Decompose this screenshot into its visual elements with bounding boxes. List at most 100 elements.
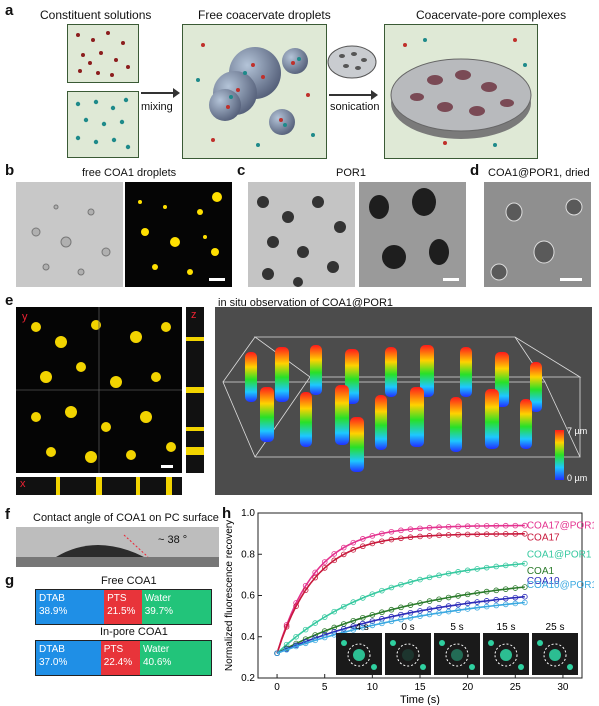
- series-point: [360, 536, 366, 542]
- frap-neighbor: [488, 640, 494, 646]
- por1-optical-image: [248, 182, 355, 287]
- series-point: [512, 531, 519, 537]
- series-point: [388, 584, 395, 591]
- frap-frame-time: 25 s: [546, 622, 565, 633]
- y-tick-label: 0.6: [241, 591, 255, 602]
- colorbar-top-label: 7 µm: [567, 426, 588, 436]
- series-point: [369, 533, 376, 539]
- porous-membrane-icon: [327, 45, 377, 79]
- frap-frame-time: 5 s: [450, 622, 463, 633]
- series-point: [522, 599, 528, 606]
- series-point: [331, 551, 338, 557]
- frap-neighbor: [518, 664, 524, 670]
- depth-colorbar: [555, 430, 564, 480]
- segment-name: DTAB: [39, 644, 65, 655]
- segment-value: 39.7%: [144, 606, 174, 617]
- series-point: [426, 606, 433, 613]
- series-point: [360, 620, 366, 627]
- frap-neighbor: [567, 664, 573, 670]
- series-point: [340, 603, 347, 610]
- series-point: [369, 622, 376, 629]
- series-point: [417, 600, 423, 606]
- series-point: [464, 591, 471, 598]
- sonication-arrow: [329, 90, 378, 100]
- series-point: [502, 601, 509, 608]
- series-point: [464, 531, 471, 538]
- brightfield-image: [16, 182, 123, 287]
- series-point: [474, 590, 480, 596]
- x-tick-label: 20: [462, 682, 474, 693]
- series-point: [493, 563, 500, 570]
- series-point: [474, 523, 480, 529]
- title-por1: POR1: [336, 167, 366, 179]
- series-point: [274, 650, 280, 657]
- series-point: [312, 574, 318, 581]
- series-point: [464, 606, 471, 612]
- series-point: [426, 598, 433, 604]
- frap-neighbor: [390, 640, 396, 646]
- series-point: [379, 538, 385, 545]
- complexes-box: [384, 24, 538, 159]
- segment-value: 22.4%: [103, 657, 133, 668]
- y-tick-label: 1.0: [241, 508, 255, 519]
- yellow-droplets: [138, 192, 225, 281]
- series-point: [350, 547, 357, 553]
- series-point: [455, 601, 461, 608]
- contact-angle-image: ~ 38 °: [16, 527, 219, 567]
- panel-letter-b: b: [5, 162, 15, 179]
- x-tick-label: 5: [322, 682, 328, 693]
- frap-neighbor: [371, 664, 377, 670]
- series-point: [398, 527, 404, 534]
- series-point: [321, 614, 328, 620]
- composition-bar-inpore: DTAB 37.0% PTS 22.4% Water 40.6%: [35, 640, 212, 676]
- series-point: [398, 535, 404, 542]
- y-axis-label: Normalized fluorescence recovery: [224, 520, 235, 671]
- series-point: [522, 531, 528, 537]
- series-point: [398, 604, 404, 611]
- series-point: [464, 523, 471, 530]
- brightfield-droplets: [31, 204, 111, 276]
- series-point: [483, 564, 490, 571]
- series-point: [522, 584, 528, 590]
- coacervate-droplets: [196, 43, 315, 147]
- panel-letter-a: a: [5, 2, 14, 19]
- series-point: [321, 628, 328, 634]
- series-point: [331, 557, 338, 564]
- series-point: [407, 614, 414, 621]
- series-point: [312, 637, 318, 644]
- series-point: [417, 576, 423, 583]
- series-point: [483, 598, 490, 604]
- series-point: [369, 540, 376, 547]
- series-label: COA1@POR1: [527, 549, 592, 560]
- series-point: [350, 599, 357, 605]
- series-point: [283, 623, 290, 630]
- series-point: [512, 522, 519, 529]
- series-point: [426, 533, 433, 539]
- series-point: [493, 587, 500, 594]
- series-point: [464, 600, 471, 607]
- series-point: [426, 574, 433, 581]
- series-point: [512, 600, 519, 607]
- series-point: [302, 640, 309, 647]
- panel-letter-c: c: [237, 162, 246, 179]
- series-point: [502, 531, 509, 537]
- segment-water: Water 39.7%: [141, 590, 212, 624]
- series-point: [445, 594, 452, 601]
- series-point: [407, 602, 414, 608]
- panel-letter-e: e: [5, 292, 14, 309]
- sessile-droplet: [16, 534, 219, 567]
- series-point: [455, 593, 461, 599]
- series-point: [360, 543, 366, 550]
- por1-sem-image: [359, 182, 466, 287]
- series-point: [436, 524, 442, 530]
- label-free-droplets: Free coacervate droplets: [198, 8, 331, 22]
- y-tick-label: 0.4: [241, 632, 255, 643]
- segment-pts: PTS 22.4%: [100, 641, 140, 675]
- title-dried: COA1@POR1, dried: [488, 167, 590, 179]
- series-point: [436, 604, 442, 611]
- x-tick-label: 15: [414, 682, 426, 693]
- por1-sem-pores: [369, 188, 459, 281]
- ortho-z-label: z: [191, 309, 197, 321]
- series-point: [369, 591, 376, 597]
- bleach-roi: [543, 643, 567, 667]
